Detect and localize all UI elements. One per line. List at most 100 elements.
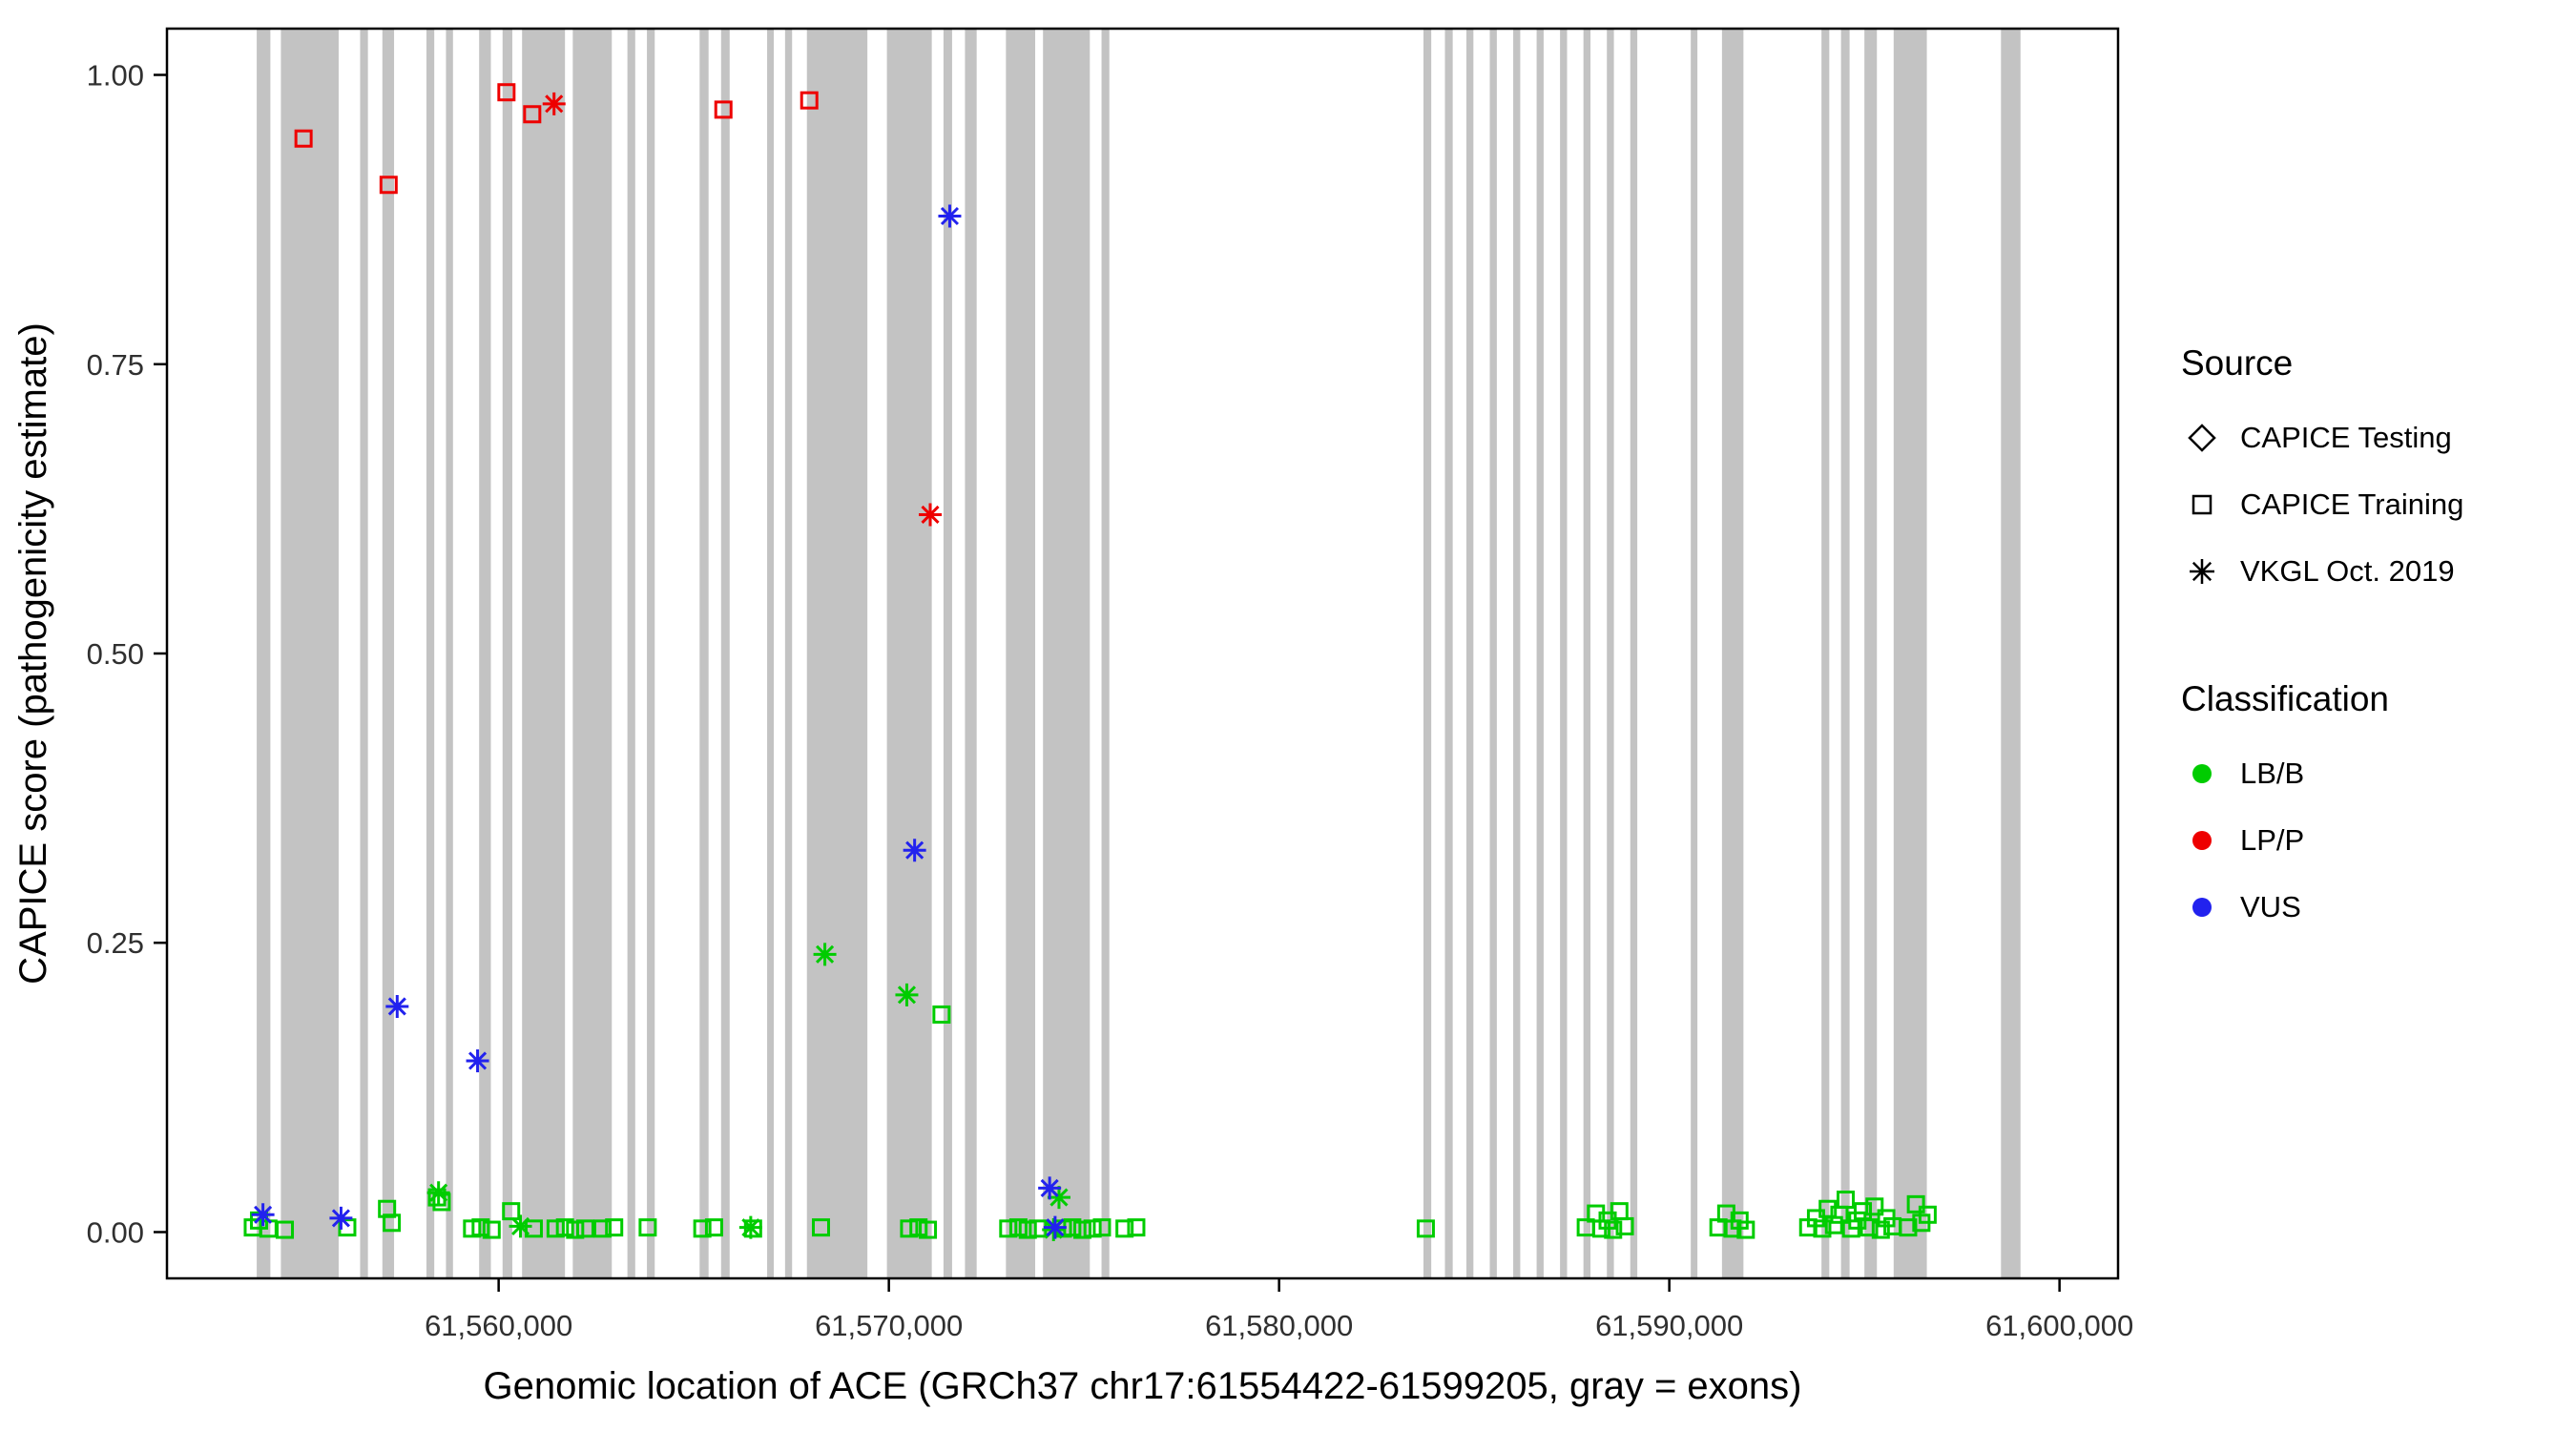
- data-point-asterisk: [542, 92, 566, 115]
- data-point-square: [1127, 1218, 1146, 1237]
- square-icon: [2192, 494, 2212, 515]
- scatter-plot-canvas: 61,560,000 61,570,000 61,580,000 61,590,000…: [12, 27, 2133, 1407]
- exon-bar: [257, 29, 271, 1278]
- exon-bar: [699, 29, 709, 1278]
- data-point-square: [555, 1218, 574, 1237]
- data-point-asterisk: [426, 1181, 450, 1205]
- data-point-asterisk: [509, 1214, 532, 1238]
- data-point-square: [497, 83, 516, 102]
- data-point-square: [811, 1218, 830, 1237]
- data-point-square: [1598, 1211, 1617, 1230]
- data-point-square: [471, 1218, 490, 1237]
- y-tick-label: 0.50: [87, 637, 144, 671]
- exon-bar: [446, 29, 453, 1278]
- data-point-square: [575, 1219, 594, 1238]
- data-point-square: [523, 105, 542, 124]
- exon-bar: [382, 29, 395, 1278]
- data-point-square: [294, 129, 313, 148]
- data-point-square: [482, 1220, 501, 1239]
- data-point-square: [566, 1220, 585, 1239]
- legend-source-title: Source: [2181, 343, 2294, 383]
- exon-bar: [1583, 29, 1591, 1278]
- x-axis-title: Genomic location of ACE (GRCh37 chr17:61…: [484, 1365, 1802, 1407]
- data-point-square: [1837, 1191, 1856, 1210]
- x-tick-label: 61,560,000: [425, 1309, 572, 1342]
- data-point-square: [1092, 1218, 1111, 1237]
- data-point-square: [800, 91, 819, 110]
- data-point-square: [502, 1202, 521, 1221]
- exon-bar: [1630, 29, 1638, 1278]
- data-point-square: [909, 1218, 928, 1237]
- exon-bar: [522, 29, 566, 1278]
- legend-source-group: Source CAPICE Testing CAPICE Training VK…: [2181, 343, 2463, 605]
- data-point-asterisk: [1038, 1176, 1062, 1200]
- data-point-square: [605, 1218, 624, 1237]
- exon-bar: [426, 29, 435, 1278]
- exon-bar: [943, 29, 952, 1278]
- data-point-square: [932, 1005, 951, 1024]
- data-point-square: [546, 1219, 565, 1238]
- exon-bar: [1444, 29, 1453, 1278]
- exon-bar: [1006, 29, 1036, 1278]
- exon-bar: [1864, 29, 1878, 1278]
- data-point-square: [704, 1218, 723, 1237]
- exon-bar: [627, 29, 635, 1278]
- red-dot-icon: [2192, 831, 2212, 850]
- data-point-square: [524, 1219, 543, 1238]
- data-point-asterisk: [1047, 1186, 1070, 1210]
- exon-bar: [572, 29, 613, 1278]
- data-point-square: [1073, 1220, 1092, 1239]
- y-axis-title: CAPICE score (pathogenicity estimate): [12, 322, 54, 985]
- exon-bar: [647, 29, 655, 1278]
- data-point-square: [900, 1219, 919, 1238]
- data-point-square: [1813, 1219, 1832, 1238]
- exon-bar: [784, 29, 793, 1278]
- data-point-square: [379, 176, 398, 195]
- data-point-asterisk: [1043, 1215, 1067, 1239]
- exon-bar: [1691, 29, 1698, 1278]
- exon-bar: [1536, 29, 1544, 1278]
- data-point-asterisk: [385, 994, 409, 1018]
- legend-label-capice-training: CAPICE Training: [2240, 487, 2464, 521]
- exon-bar: [767, 29, 774, 1278]
- legend-label-vkgl: VKGL Oct. 2019: [2240, 554, 2455, 588]
- data-point-square: [1018, 1220, 1037, 1239]
- data-point-asterisk: [919, 503, 943, 527]
- x-tick-label: 61,600,000: [1985, 1309, 2133, 1342]
- exon-bar: [1821, 29, 1830, 1278]
- data-point-square: [638, 1218, 657, 1237]
- exon-bar: [1101, 29, 1110, 1278]
- data-point-square: [1008, 1218, 1028, 1237]
- data-point-square: [1918, 1205, 1937, 1224]
- exon-bar: [1560, 29, 1568, 1278]
- exon-bar: [1465, 29, 1474, 1278]
- data-point-square: [999, 1219, 1018, 1238]
- exon-bar: [720, 29, 730, 1278]
- data-point-asterisk: [466, 1048, 489, 1072]
- legend-item-vkgl: VKGL Oct. 2019: [2181, 538, 2463, 605]
- legend: Source CAPICE Testing CAPICE Training VK…: [2181, 343, 2463, 941]
- data-point-square: [1604, 1220, 1623, 1239]
- exon-bar: [965, 29, 977, 1278]
- data-point-square: [383, 1213, 402, 1233]
- data-point-asterisk: [251, 1203, 275, 1227]
- green-dot-icon: [2192, 764, 2212, 783]
- legend-classification-title: Classification: [2181, 679, 2389, 718]
- data-point-square: [1865, 1197, 1884, 1216]
- exon-bar: [280, 29, 339, 1278]
- diamond-icon: [2188, 424, 2216, 452]
- exon-bar: [1513, 29, 1521, 1278]
- data-point-asterisk: [738, 1215, 762, 1239]
- legend-item-capice-testing: CAPICE Testing: [2181, 404, 2463, 471]
- data-point-square: [1736, 1220, 1755, 1239]
- data-point-square: [1824, 1215, 1843, 1234]
- data-point-asterisk: [329, 1206, 353, 1230]
- legend-item-lbb: LB/B: [2181, 740, 2463, 807]
- data-point-asterisk: [903, 839, 926, 862]
- data-point-square: [1615, 1216, 1634, 1235]
- asterisk-icon: [2190, 559, 2214, 584]
- exon-bar: [360, 29, 368, 1278]
- exon-bar: [1423, 29, 1432, 1278]
- legend-label-capice-testing: CAPICE Testing: [2240, 421, 2452, 454]
